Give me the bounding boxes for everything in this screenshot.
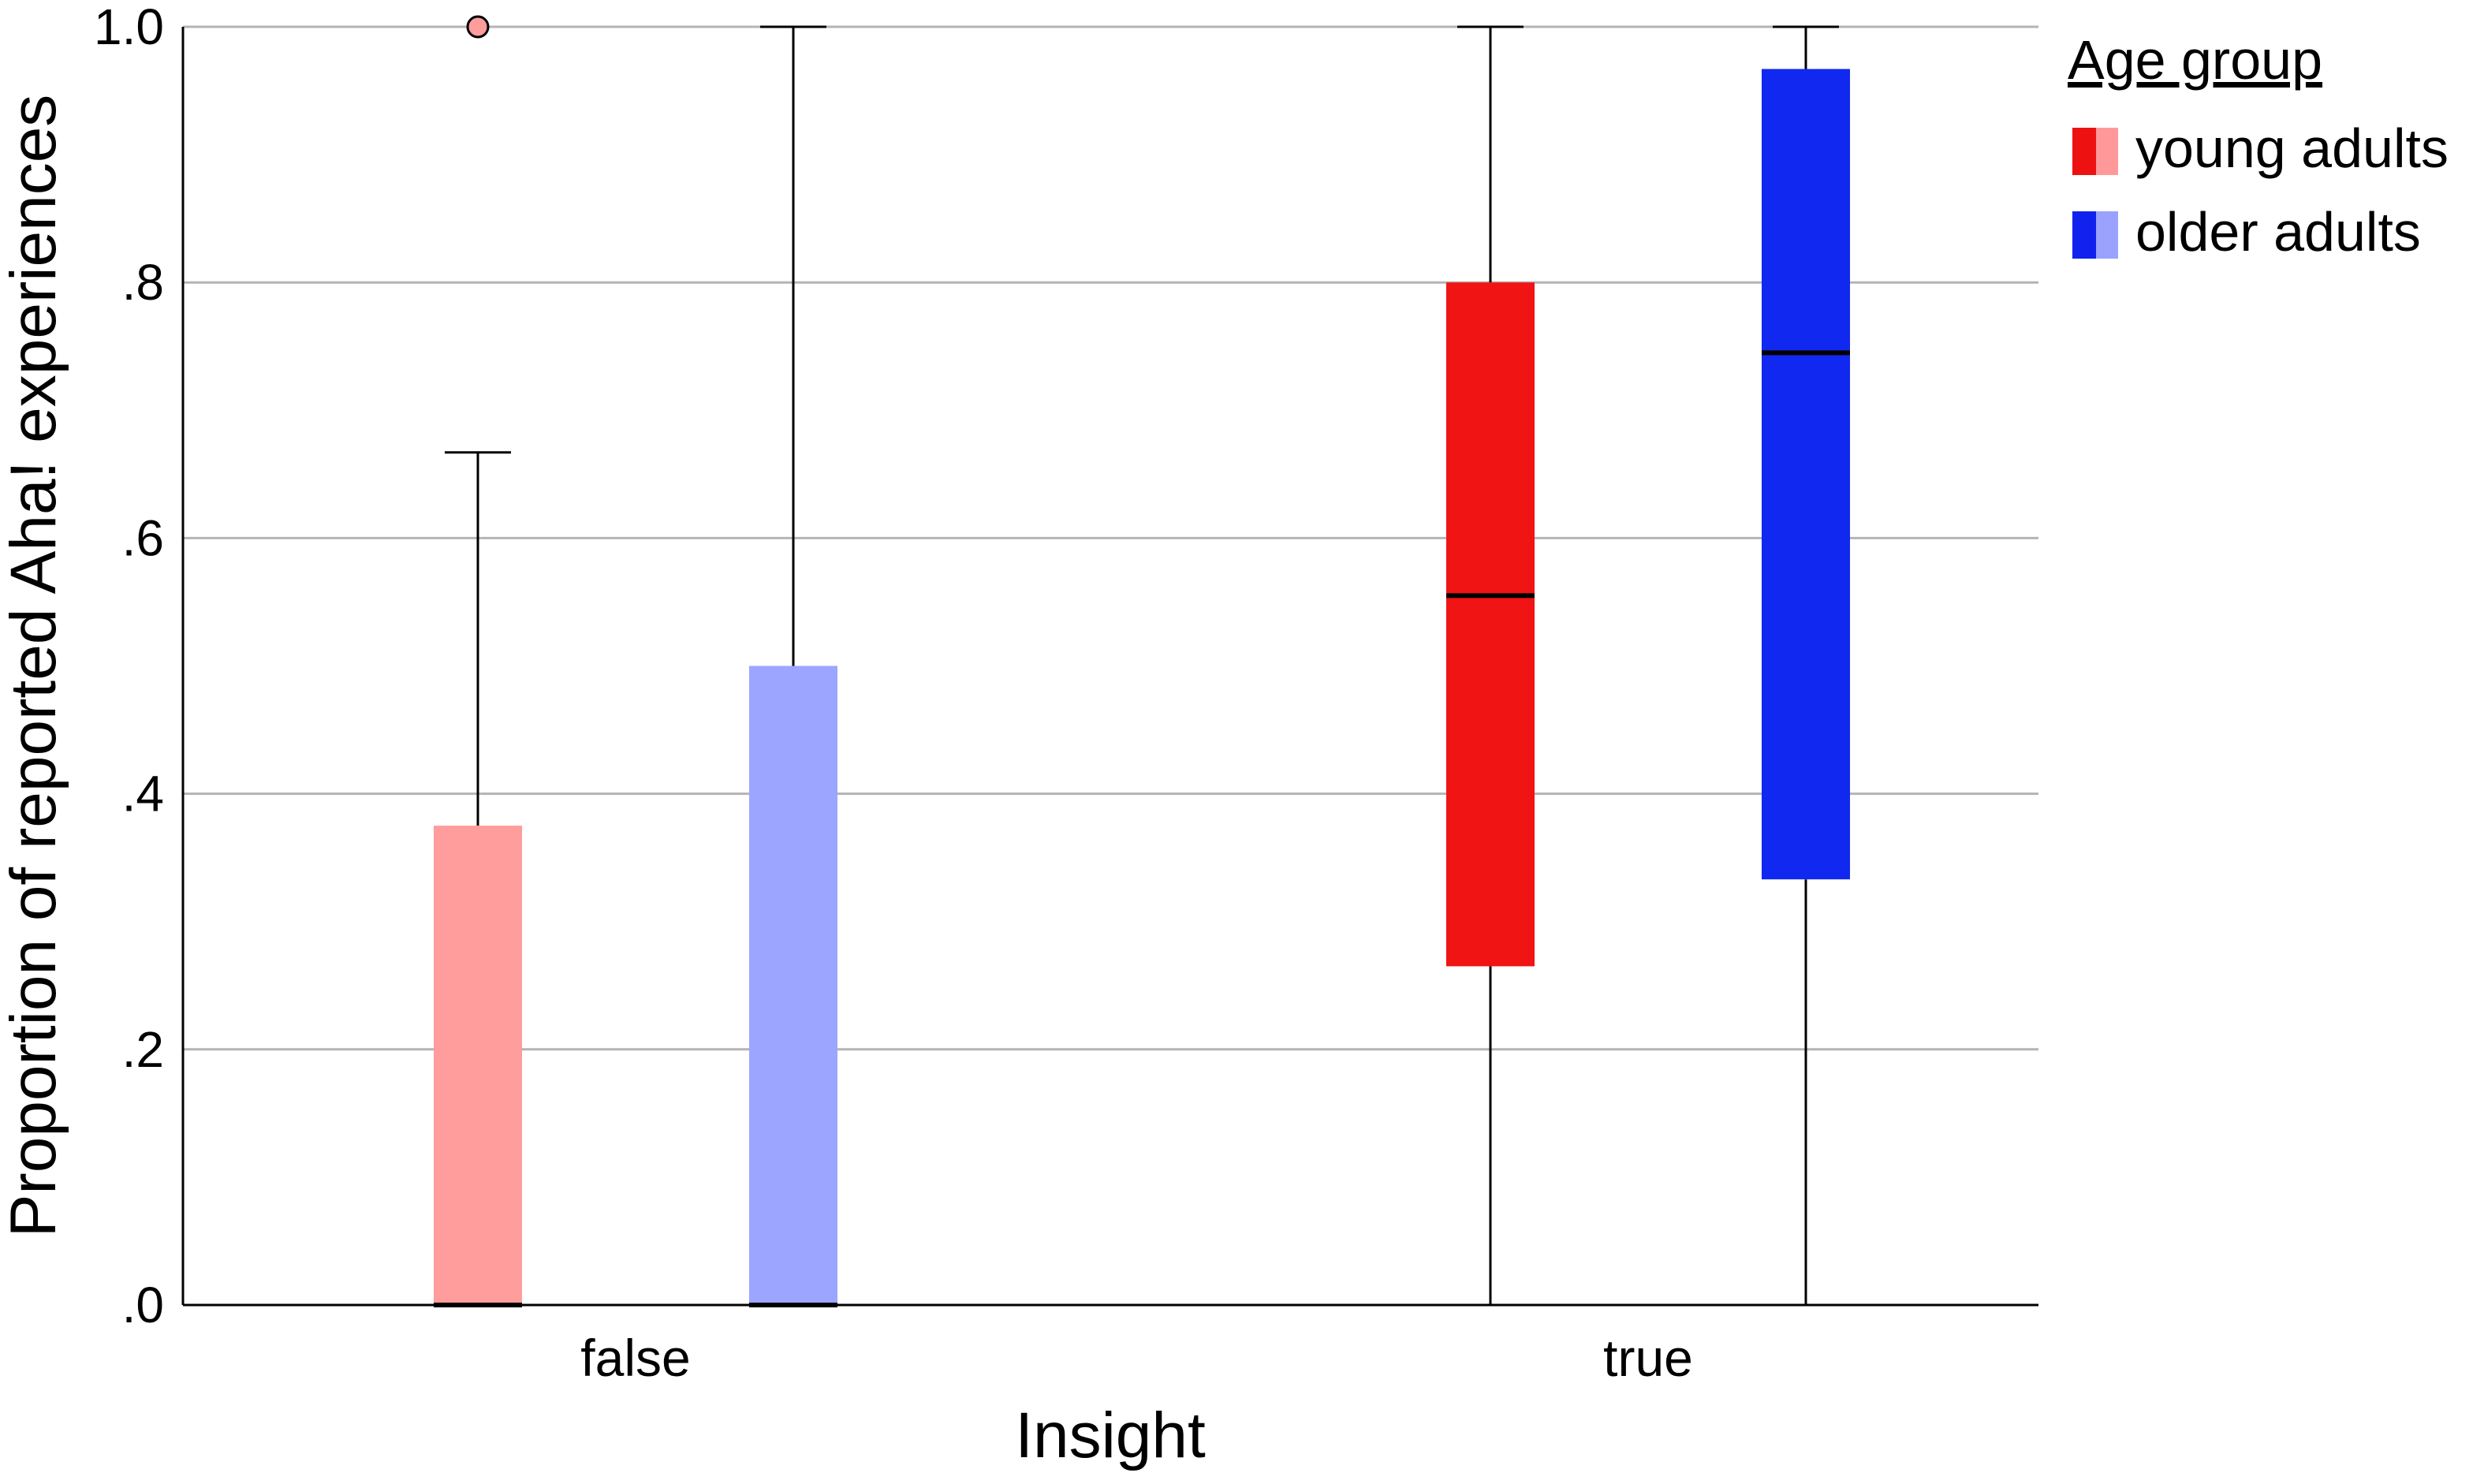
legend-swatch-light (2096, 211, 2118, 259)
axes (181, 27, 2038, 1307)
y-axis-title: Proportion of reported Aha! experiences (0, 95, 69, 1238)
box-iqr (1446, 282, 1535, 967)
legend-swatch-dark (2072, 211, 2096, 259)
grid-lines (183, 25, 2038, 1051)
box-iqr (1762, 69, 1850, 880)
y-tick-label: 1.0 (94, 0, 164, 55)
legend-title: Age group (2068, 29, 2322, 91)
y-tick-label: .6 (122, 509, 164, 566)
y-tick-label: .4 (122, 766, 164, 822)
outlier-point (466, 15, 490, 39)
legend-label: young adults (2135, 117, 2449, 179)
legend-swatch-dark (2072, 128, 2096, 175)
labels: .0 .2 .4 .6 .8 1.0 false true Insight Proportion … (0, 0, 1693, 1471)
boxes (434, 15, 1850, 1307)
legend-label: older adults (2135, 201, 2421, 263)
legend: Age group young adults older adults (2068, 29, 2449, 263)
y-tick-label: .0 (122, 1277, 164, 1333)
x-category-label: false (580, 1329, 690, 1387)
y-tick-label: .2 (122, 1021, 164, 1078)
box-iqr (434, 826, 522, 1305)
box-iqr (749, 666, 837, 1305)
x-axis-title: Insight (1015, 1400, 1206, 1471)
y-tick-label: .8 (122, 254, 164, 311)
legend-swatch-light (2096, 128, 2118, 175)
x-category-label: true (1603, 1329, 1693, 1387)
